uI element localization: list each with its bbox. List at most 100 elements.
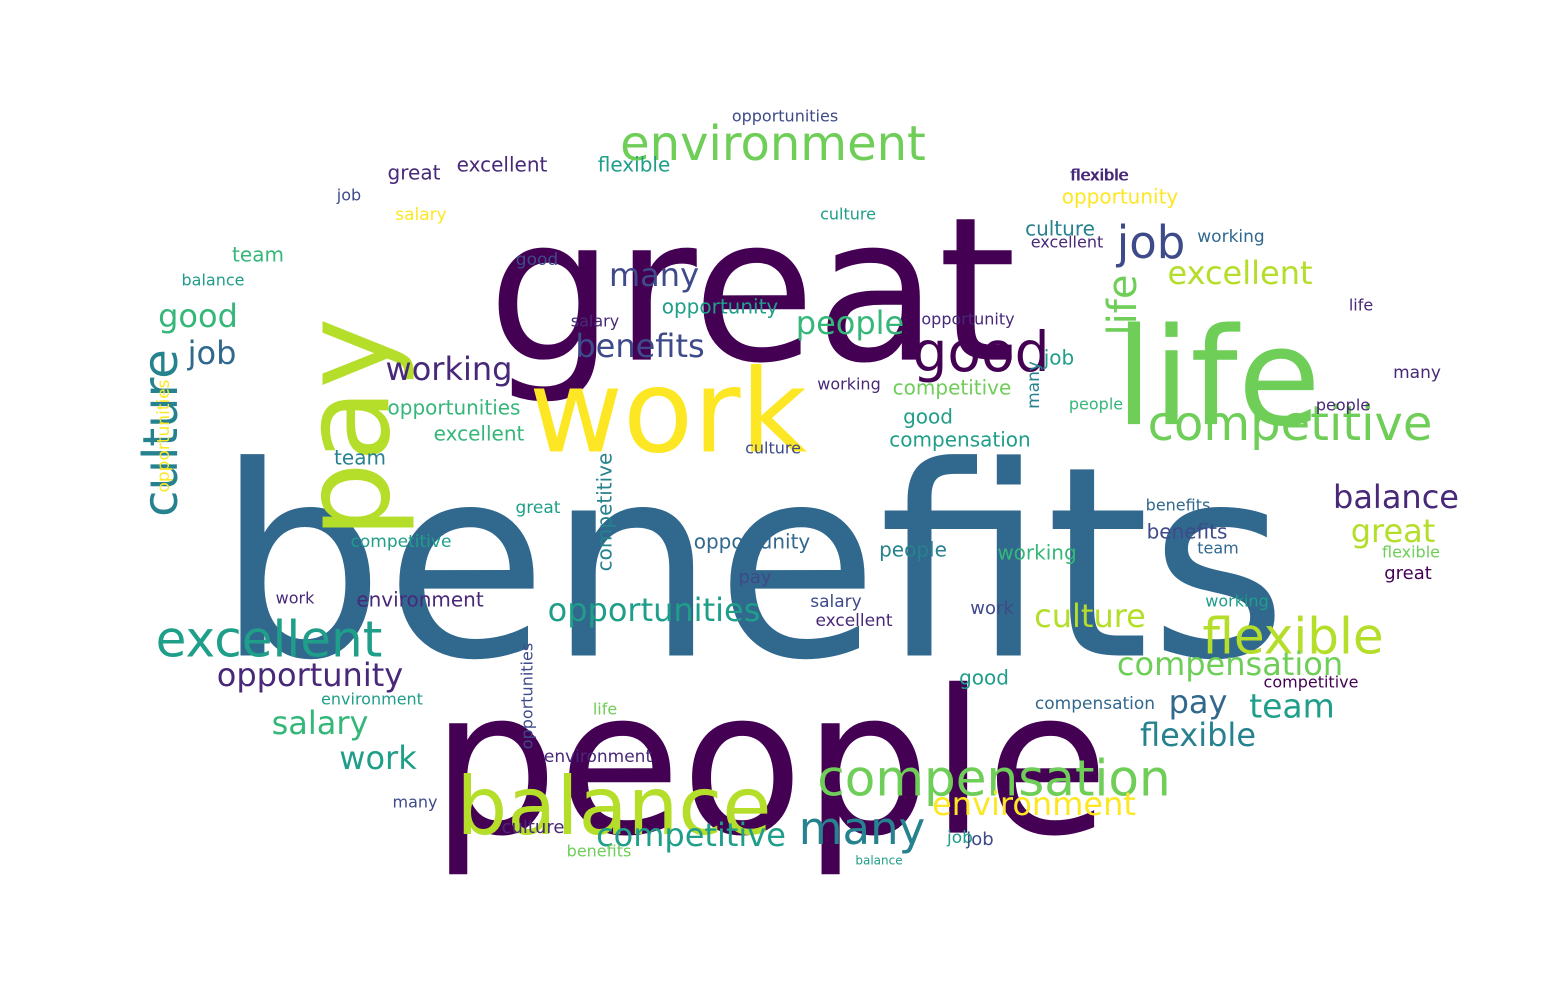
word-great: great [1384,563,1432,584]
word-flexible: flexible [598,153,671,177]
word-environment: environment [620,116,926,172]
word-team: team [334,446,386,470]
word-pay: pay [738,567,771,588]
word-many: many [1024,361,1044,409]
word-many: many [609,256,699,294]
word-people: people [1069,395,1123,414]
word-culture: culture [820,205,876,224]
word-balance: balance [855,854,902,868]
word-good: good [516,250,558,270]
word-environment: environment [932,785,1136,823]
word-many: many [799,802,926,855]
word-opportunities: opportunities [518,643,537,749]
word-job: job [187,334,237,372]
word-job: job [1043,346,1075,370]
word-benefits: benefits [575,327,704,365]
word-compensation: compensation [1117,645,1343,683]
word-balance: balance [457,760,772,853]
word-excellent: excellent [434,422,525,446]
word-salary: salary [810,592,861,612]
word-benefits: benefits [1146,496,1211,515]
word-flexible: flexible [1140,716,1256,754]
word-working: working [386,350,513,388]
word-job: job [1116,216,1186,269]
word-competitive: competitive [1148,396,1433,452]
word-opportunities: opportunities [154,379,174,492]
word-work: work [339,739,417,777]
word-life: life [1100,275,1146,336]
word-excellent: excellent [156,611,383,669]
word-working: working [997,541,1076,565]
word-salary: salary [395,205,446,225]
word-great: great [1351,512,1436,550]
word-excellent: excellent [1031,233,1104,252]
word-flexible: flexible [1070,166,1128,185]
word-many: many [393,793,438,812]
word-team: team [1249,687,1335,726]
word-environment: environment [321,690,423,709]
word-opportunities: opportunities [388,396,521,420]
word-compensation: compensation [889,428,1030,452]
word-compensation: compensation [817,750,1170,808]
word-culture: culture [745,439,801,458]
word-great: great [488,175,1017,408]
word-benefits: benefits [1147,520,1228,544]
word-competitive: competitive [893,376,1012,400]
word-people: people [1316,396,1370,415]
word-job: job [965,829,993,850]
word-opportunity: opportunity [217,656,403,694]
word-life: life [1349,296,1373,315]
word-great: great [516,498,561,518]
word-pay: pay [279,318,418,539]
word-environment: environment [544,747,653,767]
word-good: good [158,297,238,335]
word-work: work [970,598,1014,619]
word-working: working [1205,592,1268,611]
word-opportunity: opportunity [1062,185,1179,209]
word-competitive: competitive [1264,673,1359,692]
word-good: good [903,405,953,429]
word-flexible: flexible [1071,166,1129,185]
word-work: work [276,589,315,608]
word-opportunities: opportunities [732,107,838,126]
word-flexible: flexible [1382,543,1440,562]
word-salary: salary [272,704,369,742]
word-people: people [796,304,904,342]
word-job: job [336,186,361,205]
word-balance: balance [1333,478,1459,516]
word-excellent: excellent [457,153,548,177]
word-competitive: competitive [593,453,617,572]
word-life: life [1115,299,1321,456]
word-environment: environment [356,588,484,612]
word-team: team [232,243,284,267]
word-great: great [388,161,441,185]
word-benefits: benefits [567,842,632,861]
word-opportunities: opportunities [548,591,761,629]
word-culture: culture [1025,217,1095,241]
word-opportunity: opportunity [662,295,779,319]
word-balance: balance [182,271,245,290]
word-people: people [431,648,1109,881]
word-opportunity: opportunity [694,530,811,554]
word-salary: salary [571,312,619,331]
word-life: life [593,700,617,719]
word-benefits: benefits [216,410,1287,718]
word-people: people [879,538,947,562]
word-culture: culture [133,349,189,517]
word-good: good [912,320,1049,384]
word-flexible: flexible [1202,608,1383,666]
word-culture: culture [1034,597,1146,635]
word-working: working [817,375,880,394]
word-excellent: excellent [815,611,892,631]
word-many: many [1393,363,1441,383]
word-work: work [529,346,808,480]
word-excellent: excellent [1167,254,1312,292]
word-culture: culture [502,817,565,838]
word-competitive: competitive [351,532,452,552]
word-pay: pay [1169,683,1228,721]
word-working: working [1197,227,1264,247]
word-team: team [1197,539,1239,558]
word-good: good [959,666,1009,690]
word-competitive: competitive [596,816,786,854]
